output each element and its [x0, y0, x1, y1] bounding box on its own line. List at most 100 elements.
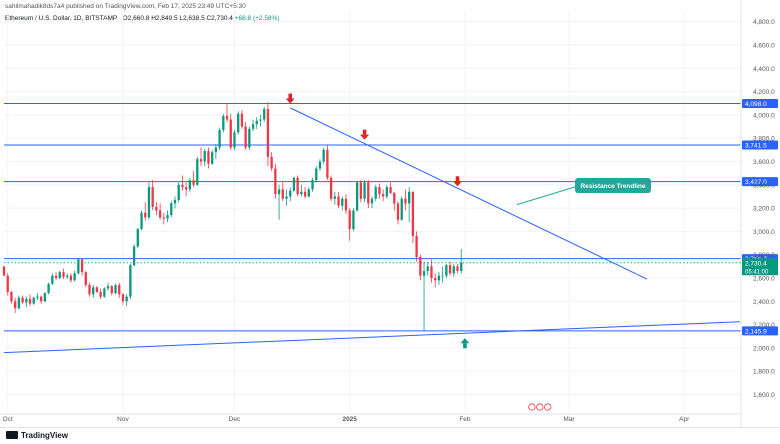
- grid: [4, 10, 741, 412]
- candle-body: [132, 246, 136, 266]
- price-axis[interactable]: 4,800.0 4,600.0 4,400.0 4,200.0 4,000.0 3,800…: [740, 0, 775, 427]
- annotations: Resistance Trendline: [285, 93, 651, 411]
- event-marker-icon: [536, 403, 544, 411]
- candle-body: [36, 296, 39, 298]
- candle-body: [62, 272, 65, 277]
- y-tick-label: 2,400.0: [753, 299, 775, 306]
- candle-body: [344, 198, 348, 211]
- arrow-down-icon: [362, 129, 367, 135]
- candle-body: [437, 275, 441, 281]
- candle-body: [207, 150, 210, 164]
- x-tick-label: Mar: [563, 416, 575, 423]
- candle-body: [32, 297, 35, 304]
- y-tick-label: 4,400.0: [753, 66, 775, 73]
- candle-body: [393, 192, 396, 204]
- y-tick-label: 3,800.0: [753, 136, 775, 143]
- candle-body: [237, 113, 240, 133]
- tradingview-logo[interactable]: TradingView: [6, 431, 68, 440]
- candle-body: [378, 187, 381, 195]
- level-tag: [742, 326, 778, 336]
- candle-body: [58, 272, 61, 278]
- arrow-down-icon: [288, 93, 293, 99]
- candle-body: [51, 275, 54, 284]
- level-tag-label: 2,145.9: [745, 328, 767, 335]
- candle-body: [2, 266, 6, 276]
- candle-body: [28, 298, 32, 304]
- level-tag-label: 4,098.0: [745, 101, 767, 108]
- candle-body: [396, 203, 400, 220]
- candle-body: [322, 149, 325, 162]
- time-axis[interactable]: Oct Nov Dec 2025 Feb Mar Apr: [0, 413, 741, 423]
- candle-body: [136, 229, 139, 247]
- candle-body: [162, 217, 165, 219]
- x-tick-label: Nov: [117, 416, 129, 423]
- candle-body: [300, 191, 303, 195]
- candle-body: [337, 196, 340, 206]
- callout-pointer: [516, 185, 579, 206]
- y-tick-label: 3,000.0: [753, 229, 775, 236]
- candle-body: [211, 152, 214, 164]
- resistance-trendline: [290, 107, 648, 280]
- tradingview-logo-text: TradingView: [21, 431, 68, 440]
- candle-body: [315, 168, 318, 181]
- candle-body: [69, 275, 73, 281]
- price-chart[interactable]: 4,098.03,741.53,427.02,766.72,145.92,730…: [0, 0, 780, 427]
- callout-label: Resistance Trendline: [580, 183, 645, 190]
- x-tick-label: Dec: [229, 416, 241, 423]
- ohlc-values: O2,660.8 H2,849.5 L2,638.5 C2,730.4: [122, 15, 233, 22]
- candle-body: [434, 278, 437, 281]
- x-tick-label: Apr: [679, 416, 690, 423]
- candle-body: [318, 161, 322, 169]
- candle-body: [88, 284, 91, 295]
- arrow-down-icon: [285, 98, 295, 104]
- candle-body: [80, 259, 84, 273]
- candle-body: [419, 257, 422, 276]
- candle-body: [404, 198, 407, 204]
- y-tick-label: 1,800.0: [753, 369, 775, 376]
- candle-body: [240, 113, 244, 127]
- candle-body: [84, 272, 87, 285]
- candle-body: [114, 284, 117, 294]
- countdown-label: 05:41:00: [745, 269, 769, 275]
- candle-body: [385, 187, 389, 197]
- candle-body: [222, 116, 225, 131]
- candle-body: [352, 210, 355, 230]
- candle-body: [370, 198, 374, 204]
- candle-body: [381, 194, 385, 197]
- support-trendline: [3, 321, 741, 354]
- candle-body: [248, 128, 251, 148]
- symbol-name[interactable]: Ethereum / U.S. Dollar, 1D, BITSTAMP: [5, 15, 118, 22]
- candle-body: [129, 265, 132, 297]
- y-tick-label: 2,200.0: [753, 322, 775, 329]
- y-tick-label: 3,600.0: [753, 159, 775, 166]
- candle-body: [233, 132, 236, 148]
- arrow-down-icon: [452, 181, 462, 187]
- y-tick-label: 3,400.0: [753, 182, 775, 189]
- tradingview-logo-icon: [6, 431, 18, 439]
- candle-body: [333, 196, 336, 199]
- candle-body: [196, 159, 199, 185]
- candle-body: [341, 198, 344, 206]
- candle-body: [25, 298, 28, 303]
- candle-body: [140, 212, 143, 230]
- y-tick-label: 4,600.0: [753, 42, 775, 49]
- candle-body: [367, 182, 370, 204]
- last-price-label: 2,730.4: [745, 260, 767, 267]
- candle-body: [158, 210, 162, 218]
- y-tick-label: 2,600.0: [753, 276, 775, 283]
- candle-body: [441, 275, 444, 277]
- arrow-up-icon: [460, 338, 470, 344]
- y-tick-label: 2,800.0: [753, 252, 775, 259]
- candle-body: [10, 291, 13, 302]
- candle-body: [363, 182, 366, 199]
- candle-body: [244, 126, 247, 148]
- candle-body: [166, 215, 169, 219]
- symbol-ohlc-line: Ethereum / U.S. Dollar, 1D, BITSTAMP O2,…: [5, 15, 280, 22]
- candle-body: [73, 273, 76, 281]
- last-price-tag: [742, 258, 778, 276]
- candle-body: [188, 180, 192, 190]
- candle-body: [225, 116, 229, 120]
- candle-body: [408, 191, 411, 204]
- candle-body: [47, 283, 50, 294]
- candle-body: [121, 294, 125, 302]
